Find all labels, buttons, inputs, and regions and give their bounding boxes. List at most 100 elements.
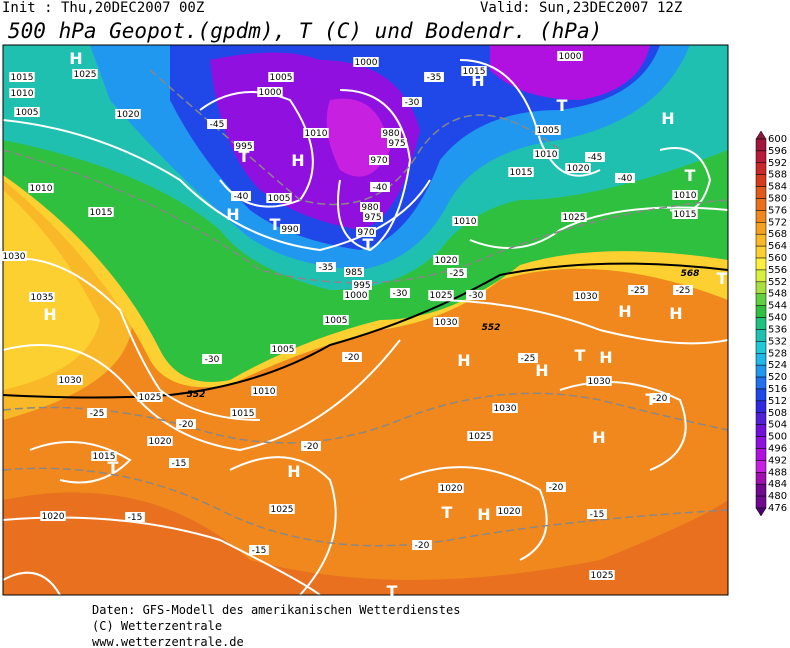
- colorbar-label: 504: [768, 420, 787, 431]
- colorbar-swatch: [755, 412, 767, 425]
- colorbar-swatch: [755, 353, 767, 366]
- isobar-label-text: 1015: [510, 168, 533, 178]
- isobar-label: 1015: [230, 408, 256, 419]
- isobar-label-text: 1005: [268, 194, 291, 204]
- isobar-label: 995: [234, 141, 254, 152]
- temperature-label-box: [249, 545, 269, 555]
- colorbar-label: 556: [768, 265, 787, 276]
- isobar-label-text: 1000: [345, 291, 368, 301]
- colorbar-label: 524: [768, 360, 787, 371]
- isobar-label-box: [573, 291, 599, 301]
- temperature-label-text: -20: [415, 541, 430, 551]
- temperature-label-box: [673, 285, 693, 295]
- geopotential-label-text: 552: [187, 390, 206, 400]
- isobar-label: 970: [369, 155, 389, 166]
- temperature-label-box: [447, 268, 467, 278]
- colorbar-label: 532: [768, 336, 787, 347]
- isobar-label: 1015: [461, 66, 487, 77]
- isobar-label: 1015: [88, 207, 114, 218]
- temperature-label-text: -30: [205, 355, 220, 365]
- isobar-label: 1035: [29, 292, 55, 303]
- isobar-label-box: [88, 207, 114, 217]
- isobar-label-text: 1010: [253, 387, 276, 397]
- temperature-label: -30: [202, 354, 222, 365]
- isobar-label-box: [672, 209, 698, 219]
- isobar-label-text: 975: [388, 139, 405, 149]
- temperature-label-text: -20: [179, 420, 194, 430]
- temperature-label-text: -30: [469, 291, 484, 301]
- isobar-label: 1010: [452, 216, 478, 227]
- temperature-label: -20: [650, 393, 670, 404]
- isobar-label: 1030: [492, 403, 518, 414]
- temperature-label-box: [615, 173, 635, 183]
- temperature-label: -15: [125, 512, 145, 523]
- isobar-label-box: [452, 216, 478, 226]
- temperature-label-text: -20: [304, 442, 319, 452]
- colorbar-swatch: [755, 198, 767, 211]
- isobar-label: 1030: [573, 291, 599, 302]
- isobar-label-text: 1035: [31, 293, 54, 303]
- temperature-label: -25: [87, 408, 107, 419]
- isobar-label-text: 1020: [567, 164, 590, 174]
- colorbar-label: 584: [768, 182, 787, 193]
- isobar-label: 1000: [353, 57, 379, 68]
- colorbar-swatch: [755, 305, 767, 318]
- pressure-center: T: [442, 503, 453, 522]
- isobar-label: 1005: [535, 125, 561, 136]
- colorbar-swatch: [755, 257, 767, 271]
- temperature-label-text: -45: [588, 153, 603, 163]
- isobar-label: 1005: [270, 344, 296, 355]
- temperature-label-text: -25: [676, 286, 691, 296]
- isobar-label: 1005: [266, 193, 292, 204]
- isobar-label-text: 1010: [305, 129, 328, 139]
- isobar-label-text: 980: [382, 129, 399, 139]
- isobar-label-box: [57, 375, 83, 385]
- colorbar-swatch: [755, 364, 767, 378]
- isobar-label: 1020: [496, 506, 522, 517]
- temperature-label: -40: [615, 173, 635, 184]
- isobar-label-box: [428, 290, 454, 300]
- pressure-center: T: [717, 269, 728, 288]
- temperature-label-text: -15: [590, 510, 605, 520]
- isobar-label-box: [461, 66, 487, 76]
- isobar-label-text: 970: [357, 228, 374, 238]
- pressure-center: T: [108, 458, 119, 477]
- isobar-label-box: [353, 57, 379, 67]
- colorbar-label: 484: [768, 479, 787, 490]
- temperature-label: -30: [402, 97, 422, 108]
- temperature-label: -40: [231, 191, 251, 202]
- isobar-label-text: 985: [345, 268, 362, 278]
- colorbar-label: 500: [768, 432, 787, 443]
- temperature-label-box: [424, 72, 444, 82]
- isobar-label-box: [352, 280, 372, 290]
- isobar-label: 1030: [433, 317, 459, 328]
- isobar-label: 1010: [251, 386, 277, 397]
- colorbar-swatch: [755, 472, 767, 485]
- pressure-center: T: [239, 147, 250, 166]
- colorbar-swatch: [755, 436, 767, 449]
- isobar-label-text: 1025: [563, 213, 586, 223]
- isobar-label-box: [28, 183, 54, 193]
- isobar-label-text: 1010: [535, 150, 558, 160]
- isobar-label: 1020: [438, 483, 464, 494]
- isobar-label: 995: [352, 280, 372, 291]
- isobar-label-box: [561, 212, 587, 222]
- temperature-label: -20: [176, 419, 196, 430]
- isobar-label-text: 1020: [149, 437, 172, 447]
- temperature-label: -45: [207, 119, 227, 130]
- isobar-label-box: [369, 155, 389, 165]
- isobar-label-text: 1005: [537, 126, 560, 136]
- colorbar-swatch: [755, 138, 767, 152]
- temperature-label-box: [370, 182, 390, 192]
- temperature-label-text: -40: [234, 192, 249, 202]
- isobar-label-box: [433, 317, 459, 327]
- colorbar-label: 540: [768, 313, 787, 324]
- isobar-label-box: [9, 88, 35, 98]
- colorbar: 6005965925885845805765725685645605565525…: [755, 130, 787, 517]
- temperature-label-text: -20: [653, 394, 668, 404]
- temperature-label-text: -25: [631, 286, 646, 296]
- colorbar-swatch: [755, 162, 767, 175]
- isobar-label-text: 1015: [90, 208, 113, 218]
- isobar-label-box: [269, 504, 295, 514]
